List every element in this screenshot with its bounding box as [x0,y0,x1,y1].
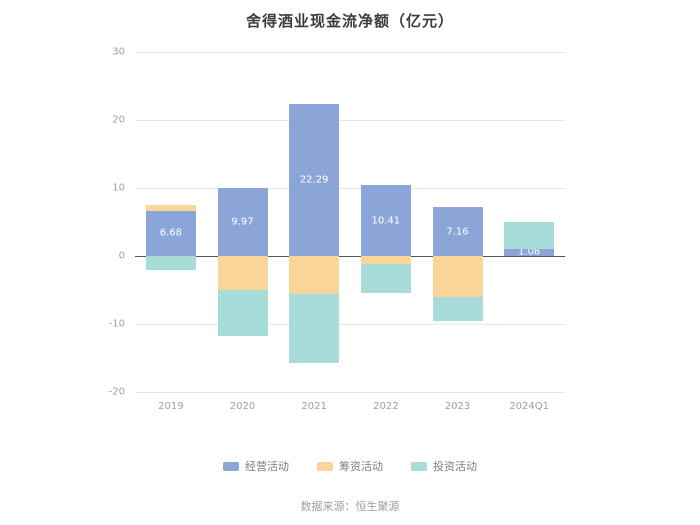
chart-title: 舍得酒业现金流净额（亿元） [245,12,454,30]
legend-item-operating[interactable]: 经营活动 [223,458,289,474]
x-axis-category-label: 2023 [444,401,471,412]
y-axis-tick-label: -10 [108,318,125,330]
bar-value-label: 22.29 [299,174,329,186]
bar-2019-operating[interactable] [145,210,196,256]
legend: 经营活动 筹资活动 投资活动 [0,458,700,474]
x-axis-category-label: 2022 [373,401,399,412]
bar-2022-investing[interactable] [360,264,411,294]
bar-2020-operating[interactable] [217,188,268,256]
y-axis-tick-label: -20 [108,386,125,398]
bar-value-label: 7.16 [446,226,469,238]
x-axis-category-label: 2020 [229,401,256,412]
y-axis-tick-label: 10 [112,182,125,194]
plot-area: 30 20 10 0 -10 -20 2019 2020 2021 2022 2023 2024Q1 6… [109,47,565,412]
y-axis-tick-label: 0 [118,250,125,262]
bar-2022-operating[interactable] [360,185,411,256]
legend-label-operating: 经营活动 [245,460,289,473]
legend-label-financing: 筹资活动 [339,460,383,473]
x-axis-category-label: 2021 [301,401,327,412]
legend-item-financing[interactable]: 筹资活动 [317,458,383,474]
bar-2020-financing[interactable] [217,256,268,290]
bar-2023-investing[interactable] [432,296,483,321]
gridline [135,392,565,393]
y-axis-tick-label: 20 [112,114,125,126]
bar-value-label: 1.08 [518,246,541,258]
legend-swatch-operating-icon [223,461,239,471]
legend-item-investing[interactable]: 投资活动 [411,458,477,474]
bar-2023-operating[interactable] [432,207,483,256]
bar-2022-financing[interactable] [360,256,411,265]
bar-2019-financing[interactable] [145,204,196,211]
x-axis-category-label: 2019 [158,401,184,412]
bar-value-label: 9.97 [231,216,254,228]
legend-swatch-financing-icon [317,461,333,471]
bar-2021-investing[interactable] [289,294,340,363]
x-axis-category-label: 2024Q1 [509,401,549,412]
legend-swatch-investing-icon [411,461,427,471]
legend-label-investing: 投资活动 [433,460,477,473]
gridline [135,120,565,121]
bar-2019-investing[interactable] [145,256,196,270]
gridline [135,188,565,189]
bar-2024Q1-operating[interactable] [504,248,555,256]
bar-value-label: 6.68 [159,227,182,239]
data-source-text: 数据来源：恒生聚源 [300,500,400,513]
bar-2021-financing[interactable] [289,256,340,295]
bar-2020-investing[interactable] [217,290,268,336]
zero-axis-line [135,256,565,257]
gridline [135,52,565,53]
bar-2023-financing[interactable] [432,256,483,297]
gridline [135,324,565,325]
bar-value-label: 10.41 [371,215,401,227]
y-axis-tick-label: 30 [112,46,125,58]
bar-2021-operating[interactable] [289,104,340,256]
bar-2024Q1-investing[interactable] [504,222,555,249]
